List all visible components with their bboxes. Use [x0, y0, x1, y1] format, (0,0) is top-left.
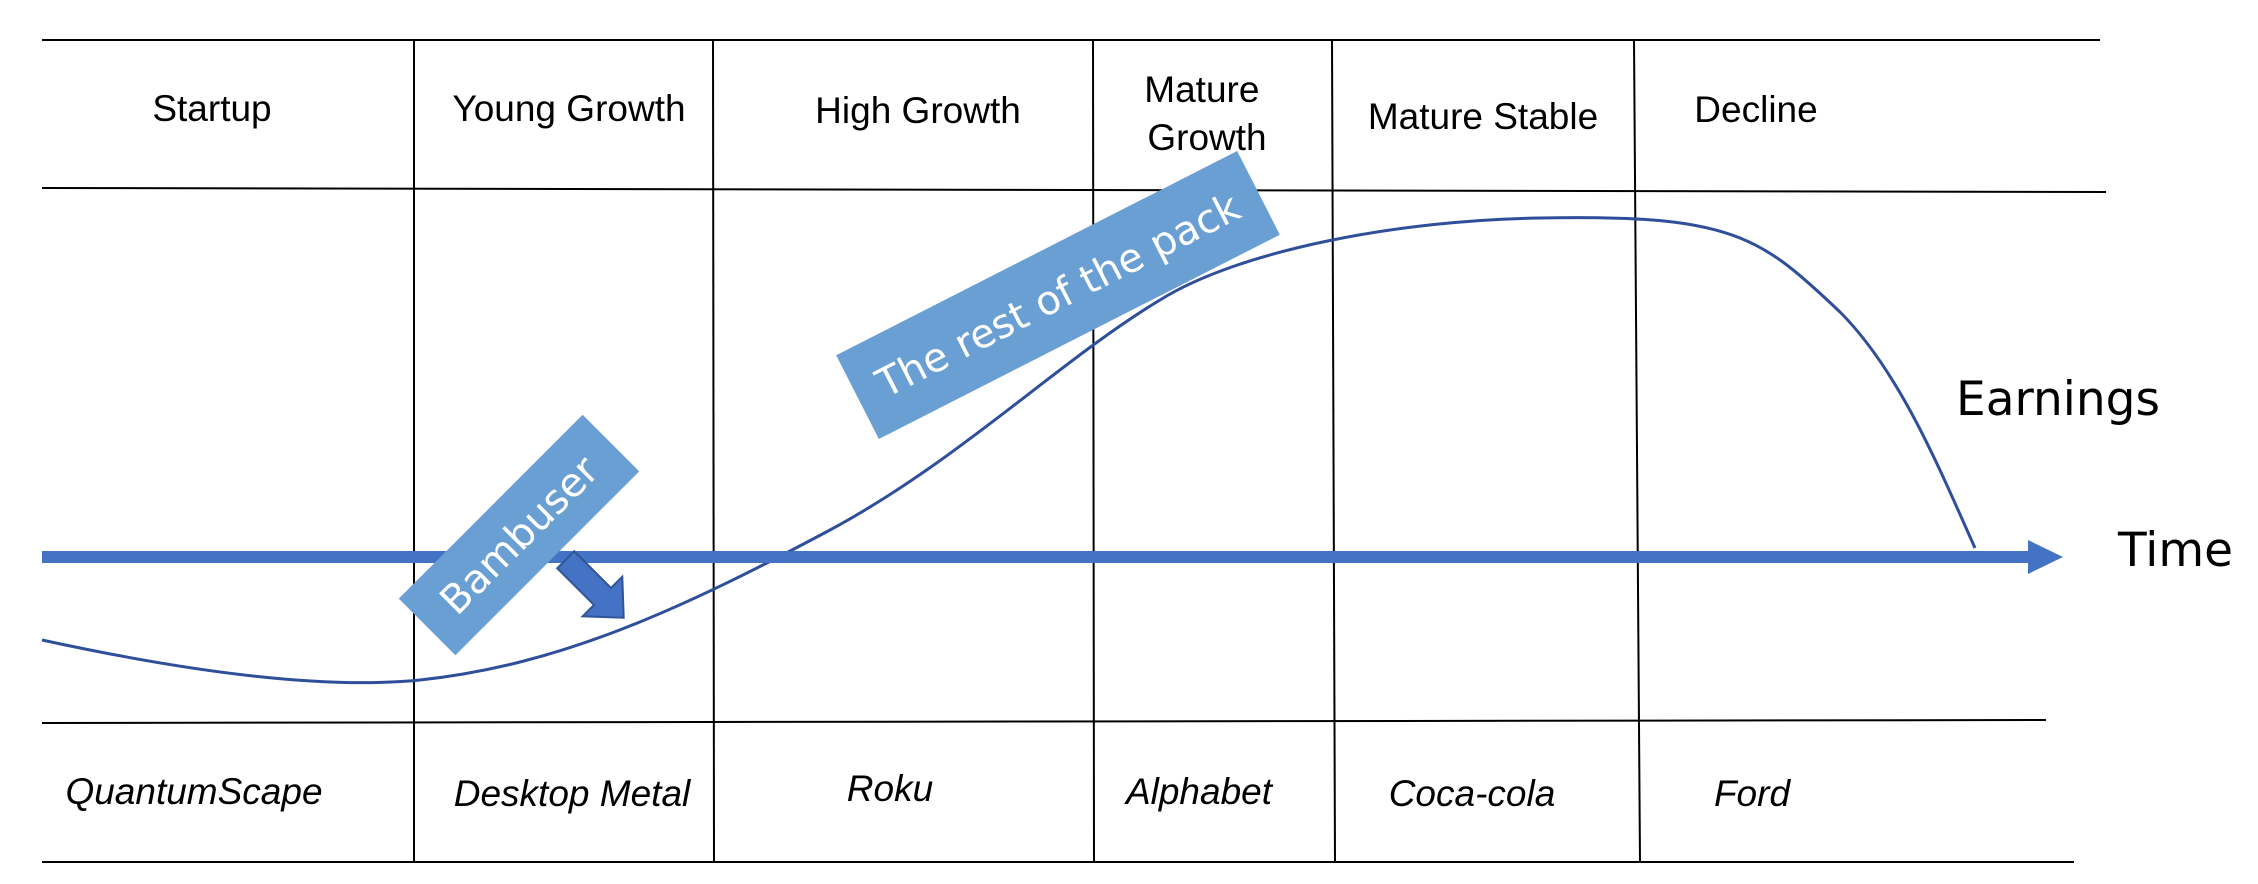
stage-label-high-growth: High Growth: [815, 90, 1021, 131]
grid-divider-2: [712, 39, 715, 863]
earnings-label: Earnings: [1956, 372, 2160, 427]
grid-vertical-lines: [413, 39, 1641, 863]
bambuser-banner: Bambuser: [398, 414, 640, 656]
stage-label-startup: Startup: [152, 88, 271, 129]
stage-label-mature-growth: Mature Growth: [1144, 69, 1269, 158]
grid-divider-3: [1092, 39, 1095, 863]
company-examples: QuantumScape Desktop Metal Roku Alphabet…: [65, 768, 1791, 814]
earnings-curve: [41, 216, 1977, 685]
grid-divider-4: [1331, 39, 1336, 863]
company-label-high-growth: Roku: [847, 768, 933, 809]
stage-label-decline: Decline: [1694, 89, 1817, 130]
company-label-startup: QuantumScape: [65, 771, 322, 812]
pointer-arrow-shape: [555, 549, 625, 619]
stage-label-line: High Growth: [815, 90, 1021, 131]
grid-line-footer-top: [41, 719, 2047, 724]
stage-label-line: Decline: [1694, 89, 1817, 130]
grid-divider-5: [1633, 39, 1641, 863]
stage-label-mature-stable: Mature Stable: [1368, 96, 1598, 137]
grid-line-header-bottom: [41, 187, 2107, 193]
time-axis-arrowhead: [2028, 540, 2063, 574]
bambuser-banner-box: [398, 414, 640, 656]
stage-label-line: Startup: [152, 88, 271, 129]
stage-label-line: Mature Stable: [1368, 96, 1598, 137]
stage-label-line: Mature: [1144, 69, 1259, 110]
stage-headers: Startup Young Growth High Growth Mature …: [152, 69, 1817, 158]
bambuser-banner-label: Bambuser: [431, 447, 608, 624]
stage-label-line: Growth: [1147, 117, 1266, 158]
company-label-young-growth: Desktop Metal: [454, 773, 692, 814]
company-label-mature-growth: Alphabet: [1124, 771, 1274, 812]
rest-of-pack-banner: The rest of the pack: [836, 150, 1280, 440]
company-label-decline: Ford: [1714, 773, 1792, 814]
grid-horizontal-lines: [41, 39, 2107, 863]
stage-label-young-growth: Young Growth: [452, 88, 685, 129]
company-label-mature-stable: Coca-cola: [1389, 773, 1556, 814]
time-label: Time: [2117, 523, 2233, 578]
rest-of-pack-banner-box: [836, 150, 1280, 440]
bambuser-pointer-arrow: [555, 549, 625, 619]
time-axis: [42, 540, 2063, 574]
rest-of-pack-banner-label: The rest of the pack: [868, 184, 1248, 408]
stage-label-line: Young Growth: [452, 88, 685, 129]
